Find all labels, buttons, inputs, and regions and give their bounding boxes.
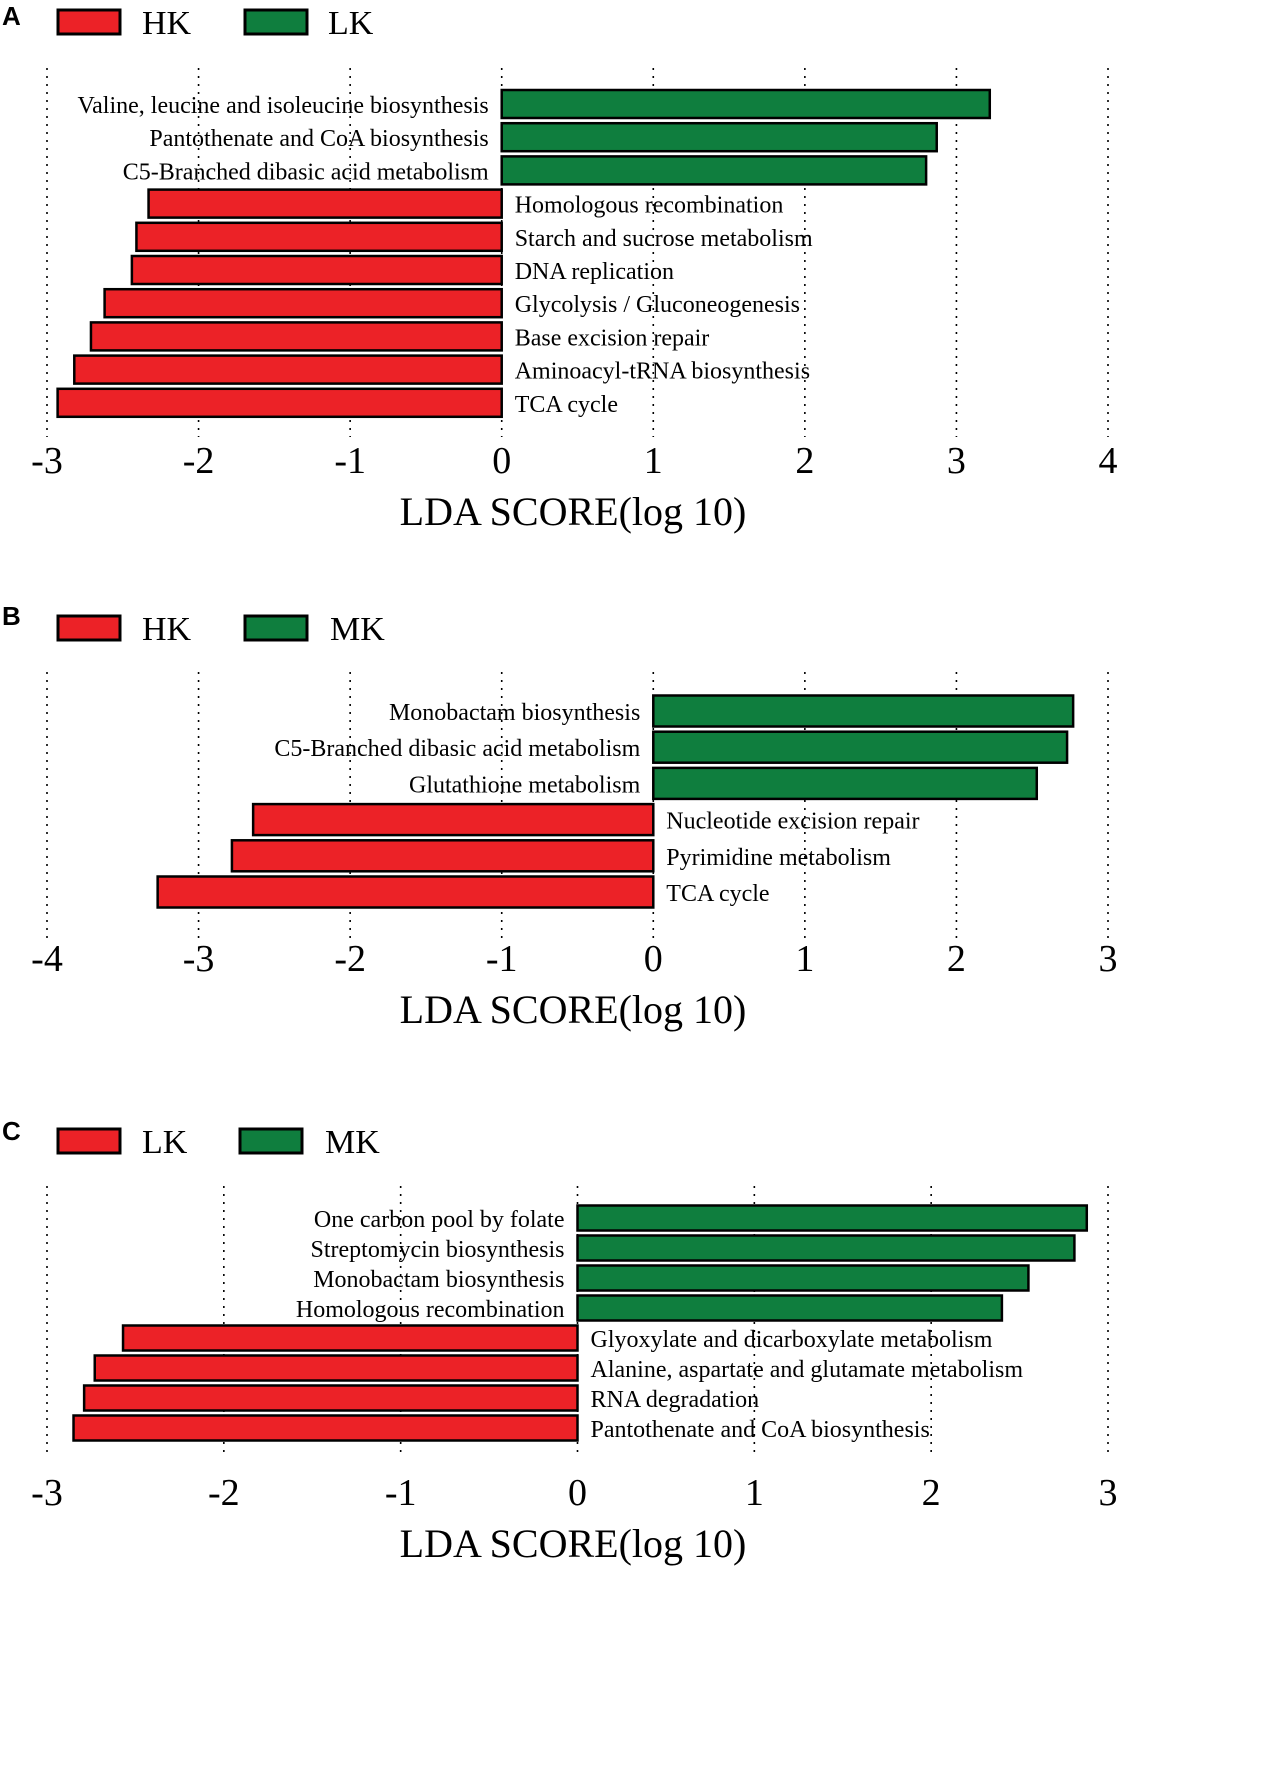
panel-a: A HK LK -3 -2 -1 0 1 2 3 4 LDA SCORE(log 10) Valine,… xyxy=(2,1,1118,534)
bar-positive xyxy=(576,1234,1076,1262)
bar-label: Starch and sucrose metabolism xyxy=(515,226,813,252)
x-tick-label: -3 xyxy=(31,440,63,482)
legend-swatch-mk xyxy=(243,614,309,642)
bar-negative xyxy=(156,875,655,909)
x-tick-label: 3 xyxy=(1099,1472,1118,1514)
legend-label-hk: HK xyxy=(142,611,192,648)
bar-negative xyxy=(73,354,503,385)
legend-swatch-hk xyxy=(56,614,122,642)
bar-negative xyxy=(121,1324,579,1352)
bar-label: Alanine, aspartate and glutamate metabol… xyxy=(591,1357,1024,1383)
x-tick-label: 1 xyxy=(644,440,663,482)
panel-label: A xyxy=(2,1,21,31)
bar-positive xyxy=(652,730,1069,764)
legend-label-lk: LK xyxy=(142,1124,188,1161)
bar-positive xyxy=(652,766,1039,801)
x-tick-label: 0 xyxy=(568,1472,587,1514)
x-axis-title: LDA SCORE(log 10) xyxy=(400,987,747,1032)
x-tick-label: 3 xyxy=(1099,938,1118,980)
bar-negative xyxy=(130,254,503,286)
bar-label: TCA cycle xyxy=(515,392,618,418)
bar-label: Base excision repair xyxy=(515,325,710,351)
legend-swatch-lk xyxy=(56,1127,122,1155)
panel-b: B HK MK -4 -3 -2 -1 0 1 2 3 LDA SCORE(log 10) Monoba… xyxy=(2,601,1118,1032)
bar-label: One carbon pool by folate xyxy=(314,1207,565,1233)
x-tick-label: -2 xyxy=(208,1472,240,1514)
x-tick-label: 4 xyxy=(1099,440,1118,482)
bar-label: Aminoacyl-tRNA biosynthesis xyxy=(515,359,810,385)
x-tick-label: -3 xyxy=(31,1472,63,1514)
bar-label: C5-Branched dibasic acid metabolism xyxy=(123,159,489,185)
bar-negative xyxy=(251,802,655,837)
bar-negative xyxy=(93,1354,579,1382)
bar-label: Nucleotide excision repair xyxy=(666,809,919,835)
bar-positive xyxy=(500,88,992,120)
x-tick-label: 1 xyxy=(745,1472,764,1514)
bar-label: Pyrimidine metabolism xyxy=(666,845,891,871)
legend-swatch-mk xyxy=(238,1127,304,1155)
legend-label-lk: LK xyxy=(328,5,374,42)
x-axis-title: LDA SCORE(log 10) xyxy=(400,489,747,534)
panel-label: C xyxy=(2,1116,21,1146)
bar-label: C5-Branched dibasic acid metabolism xyxy=(274,736,640,762)
bar-label: TCA cycle xyxy=(666,881,769,907)
x-tick-label: 3 xyxy=(947,440,966,482)
bar-label: Pantothenate and CoA biosynthesis xyxy=(149,126,488,152)
bar-positive xyxy=(500,155,928,186)
x-tick-label: -4 xyxy=(31,938,63,980)
legend-swatch-hk xyxy=(56,8,122,36)
x-tick-label: 2 xyxy=(947,938,966,980)
x-tick-label: -1 xyxy=(486,938,518,980)
bar-label: Valine, leucine and isoleucine biosynthe… xyxy=(77,93,488,119)
x-tick-label: -3 xyxy=(183,938,215,980)
x-tick-label: -2 xyxy=(183,440,215,482)
bar-negative xyxy=(103,287,503,319)
bar-positive xyxy=(576,1264,1030,1292)
x-tick-label: 2 xyxy=(922,1472,941,1514)
bar-label: Homologous recombination xyxy=(515,193,784,219)
bar-label: Pantothenate and CoA biosynthesis xyxy=(591,1417,930,1443)
bar-label: Streptomycin biosynthesis xyxy=(311,1237,565,1263)
bar-negative xyxy=(135,221,503,253)
bar-negative xyxy=(82,1384,579,1412)
legend-label-mk: MK xyxy=(330,611,385,648)
x-axis-title: LDA SCORE(log 10) xyxy=(400,1521,747,1566)
bar-positive xyxy=(652,694,1075,728)
x-tick-label: -1 xyxy=(385,1472,417,1514)
bar-label: Glutathione metabolism xyxy=(409,772,641,798)
legend-label-hk: HK xyxy=(142,5,192,42)
bar-label: Monobactam biosynthesis xyxy=(313,1267,564,1293)
x-tick-label: 0 xyxy=(644,938,663,980)
bar-negative xyxy=(147,188,503,219)
legend-label-mk: MK xyxy=(325,1124,380,1161)
bar-negative xyxy=(56,387,503,419)
x-tick-label: -2 xyxy=(334,938,366,980)
legend-swatch-lk xyxy=(243,8,309,36)
bar-positive xyxy=(576,1294,1004,1322)
bar-positive xyxy=(576,1204,1089,1232)
x-tick-label: -1 xyxy=(334,440,366,482)
x-tick-label: 2 xyxy=(795,440,814,482)
bar-label: Homologous recombination xyxy=(296,1297,565,1323)
x-tick-label: 1 xyxy=(795,938,814,980)
bar-negative xyxy=(89,321,503,352)
bar-label: Monobactam biosynthesis xyxy=(389,700,640,726)
bar-label: Glycolysis / Gluconeogenesis xyxy=(515,292,800,318)
bar-label: Glyoxylate and dicarboxylate metabolism xyxy=(591,1327,993,1353)
x-tick-label: 0 xyxy=(492,440,511,482)
panel-label: B xyxy=(2,601,21,631)
bar-label: DNA replication xyxy=(515,259,674,285)
bar-negative xyxy=(230,839,655,873)
bar-label: RNA degradation xyxy=(591,1387,760,1413)
bar-positive xyxy=(500,121,938,153)
bar-negative xyxy=(72,1414,579,1442)
panel-c: C LK MK -3 -2 -1 0 1 2 3 LDA SCORE(log 10) One carb… xyxy=(2,1116,1118,1566)
